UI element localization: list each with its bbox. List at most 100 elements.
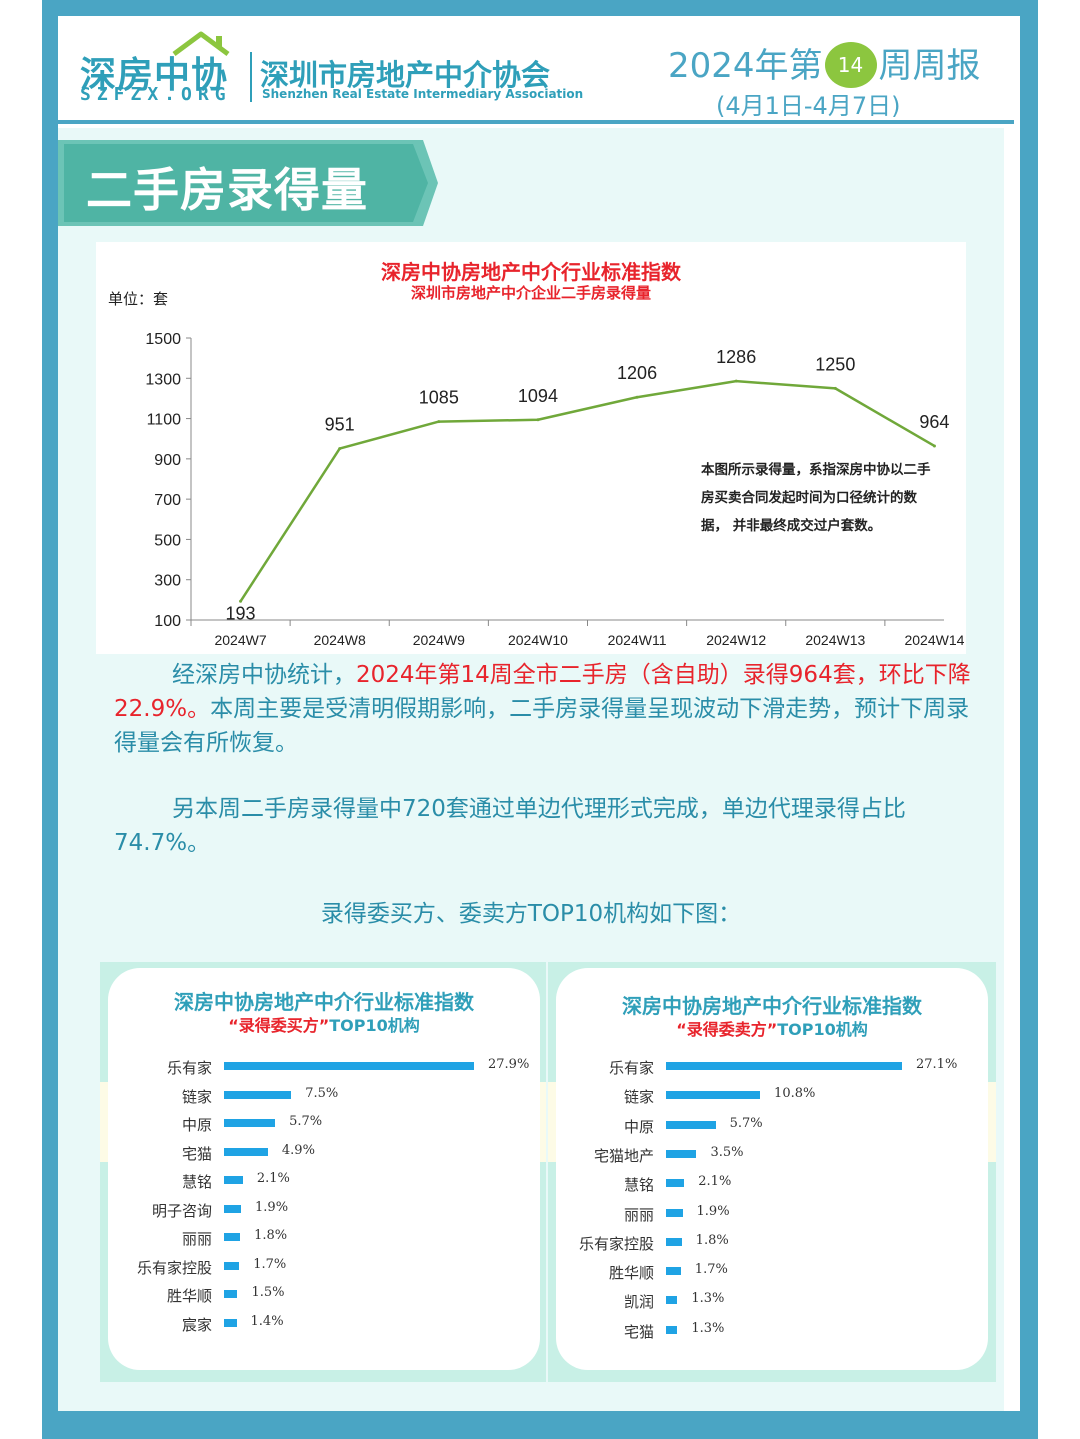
- y-tick-label: 1300: [145, 371, 181, 388]
- bar-value-label: 1.5%: [251, 1285, 285, 1300]
- bar: [666, 1325, 678, 1334]
- bar-category-label: 慧铭: [181, 1173, 212, 1191]
- bar-value-label: 1.4%: [250, 1313, 284, 1329]
- bar: [666, 1208, 683, 1217]
- bar-value-label: 1.8%: [254, 1228, 288, 1243]
- bar: [224, 1062, 474, 1070]
- x-tick-label: 2024W14: [904, 632, 964, 648]
- bar-category-label: 中原: [181, 1116, 212, 1134]
- buyer-subtitle-blue: TOP10机构: [329, 1016, 420, 1035]
- bar-category-label: 胜华顺: [166, 1287, 212, 1305]
- bar-value-label: 1.3%: [691, 1291, 725, 1307]
- seller-subtitle-red: “录得委卖方”: [676, 1020, 778, 1039]
- bar-value-label: 27.1%: [916, 1057, 958, 1072]
- bar-value-label: 1.3%: [691, 1320, 725, 1336]
- bar: [224, 1147, 268, 1156]
- data-label: 1286: [716, 347, 756, 367]
- x-tick-label: 2024W10: [508, 632, 568, 648]
- bar-value-label: 1.9%: [696, 1203, 730, 1219]
- bar: [666, 1237, 682, 1246]
- agency-text: 另本周二手房录得量中720套通过单边代理形式完成，单边代理录得占比74.7%。: [114, 796, 906, 856]
- top10-heading: 录得委买方、委卖方TOP10机构如下图：: [320, 901, 742, 927]
- bar-category-label: 乐有家控股: [578, 1234, 654, 1253]
- y-axis-unit: 单位：套: [108, 290, 169, 308]
- bar-value-label: 2.1%: [256, 1171, 290, 1186]
- bar: [666, 1091, 761, 1100]
- bar-value-label: 10.8%: [774, 1086, 816, 1102]
- section-title: 二手房录得量: [86, 163, 368, 217]
- logo-domain: SZFZX.ORG: [80, 84, 232, 105]
- y-tick-label: 700: [154, 492, 181, 509]
- bar: [224, 1318, 237, 1327]
- page-margin: [0, 0, 42, 1439]
- summary-lead: 经深房中协统计，: [172, 662, 356, 688]
- bar: [224, 1290, 238, 1298]
- y-tick-label: 900: [154, 452, 181, 469]
- seller-chart-title: 深房中协房地产中介行业标准指数: [622, 994, 922, 1018]
- x-tick-label: 2024W9: [413, 632, 465, 648]
- bar: [224, 1176, 243, 1184]
- bar-category-label: 慧铭: [623, 1176, 654, 1195]
- bar-category-label: 宅猫: [181, 1144, 212, 1163]
- data-point: [932, 444, 936, 448]
- data-label: 193: [226, 603, 256, 623]
- bar-value-label: 7.5%: [305, 1085, 339, 1101]
- bar-category-label: 明子咨询: [151, 1201, 212, 1220]
- bar-category-label: 链家: [181, 1087, 212, 1106]
- x-tick-label: 2024W11: [608, 632, 667, 648]
- bar: [666, 1062, 902, 1070]
- data-label: 1250: [815, 354, 855, 374]
- y-tick-label: 500: [154, 532, 181, 549]
- x-tick-label: 2024W8: [314, 632, 366, 648]
- chart-subtitle: 深圳市房地产中介企业二手房录得量: [410, 284, 651, 302]
- section-banner: [58, 140, 438, 226]
- bar-category-label: 乐有家控股: [136, 1258, 212, 1277]
- bar-value-label: 1.7%: [253, 1256, 287, 1272]
- bar-category-label: 链家: [623, 1088, 654, 1107]
- buyer-subtitle-red: “录得委买方”: [228, 1016, 330, 1035]
- chart-note: 本图所示录得量，系指深房中协以二手房买卖合同发起时间为口径统计的数据， 并非最终…: [701, 462, 931, 534]
- data-label: 1094: [518, 386, 558, 406]
- data-point: [536, 418, 540, 422]
- data-point: [437, 420, 441, 424]
- bar-category-label: 宸家: [181, 1315, 212, 1334]
- chart-title: 深房中协房地产中介行业标准指数: [381, 260, 681, 284]
- bar-category-label: 宅猫地产: [593, 1146, 654, 1165]
- series-line: [239, 379, 936, 602]
- data-label: 1206: [617, 363, 657, 383]
- x-tick-label: 2024W13: [805, 632, 865, 648]
- bar-category-label: 宅猫: [623, 1322, 654, 1341]
- line-chart-panel: 深房中协房地产中介行业标准指数 深圳市房地产中介企业二手房录得量 单位：套 10…: [96, 242, 966, 654]
- bar-value-label: 4.9%: [281, 1142, 315, 1158]
- bar: [666, 1179, 685, 1188]
- bar-category-label: 丽丽: [623, 1205, 654, 1224]
- data-point: [734, 379, 738, 383]
- bar-value-label: 5.7%: [729, 1115, 763, 1131]
- bar: [224, 1204, 242, 1213]
- report-header: 深房中协 SZFZX.ORG 深圳市房地产中介协会 Shenzhen Real …: [58, 16, 1020, 120]
- summary-paragraph: 经深房中协统计，2024年第14周全市二手房（含自助）录得964套，环比下降22…: [114, 658, 984, 760]
- buyer-chart-subtitle: “录得委买方”TOP10机构: [108, 1012, 540, 1036]
- y-tick-label: 1500: [145, 331, 181, 348]
- x-tick-label: 2024W12: [706, 632, 766, 648]
- bar-category-label: 丽丽: [181, 1230, 212, 1248]
- seller-top10-panel: 深房中协房地产中介行业标准指数 “录得委卖方”TOP10机构 乐有家 27.1% 链…: [548, 962, 996, 1382]
- bar: [224, 1261, 240, 1270]
- bar-category-label: 乐有家: [608, 1059, 654, 1077]
- data-label: 1085: [419, 388, 459, 408]
- bar: [666, 1267, 681, 1276]
- data-label: 964: [919, 412, 949, 432]
- summary-rest: 本周主要是受清明假期影响，二手房录得量呈现波动下滑走势，预计下周录得量会有所恢复…: [114, 696, 970, 756]
- agency-paragraph: 另本周二手房录得量中720套通过单边代理形式完成，单边代理录得占比74.7%。: [114, 792, 984, 860]
- logo-divider: [250, 52, 252, 102]
- bar: [224, 1090, 292, 1099]
- buyer-top10-panel: 深房中协房地产中介行业标准指数 “录得委买方”TOP10机构 乐有家 27.9% 链…: [100, 962, 546, 1382]
- header-divider: [58, 120, 1014, 124]
- bar-category-label: 胜华顺: [608, 1264, 654, 1283]
- date-range: (4月1日-4月7日): [716, 92, 901, 120]
- line-chart: 100 300 500 700 900 1100 1300 1500 2024W7 2024W8 2…: [145, 331, 964, 648]
- data-label: 951: [325, 415, 355, 435]
- data-point: [239, 599, 243, 603]
- week-number-badge: 14: [824, 41, 877, 88]
- bar: [666, 1120, 716, 1129]
